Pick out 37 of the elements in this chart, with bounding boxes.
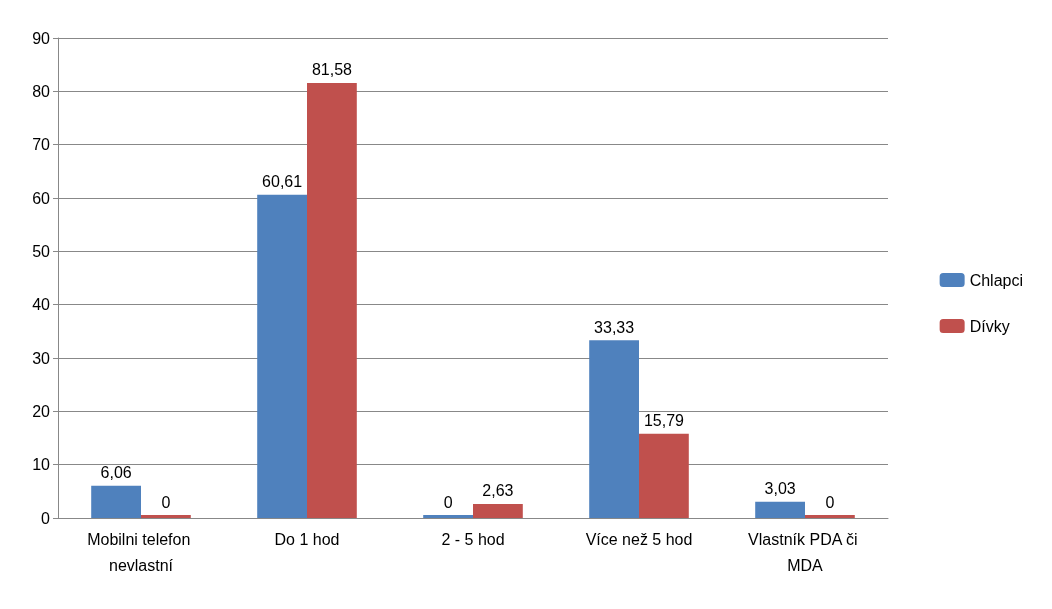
x-tick-label: Více než 5 hod bbox=[585, 530, 693, 548]
bar bbox=[257, 194, 307, 518]
data-label: 81,58 bbox=[311, 61, 353, 79]
data-label: 15,79 bbox=[643, 412, 685, 430]
data-label: 0 bbox=[161, 493, 171, 511]
y-tick-label: 40 bbox=[32, 296, 51, 314]
bar bbox=[473, 503, 523, 518]
bar bbox=[639, 433, 689, 518]
legend-label: Chlapci bbox=[969, 271, 1023, 289]
data-label: 0 bbox=[443, 493, 453, 511]
y-tick-label: 60 bbox=[32, 189, 51, 207]
data-label: 6,06 bbox=[100, 464, 132, 482]
y-tick-label: 80 bbox=[32, 82, 51, 100]
bar bbox=[91, 485, 141, 518]
data-label: 0 bbox=[825, 493, 835, 511]
y-tick-label: 30 bbox=[32, 349, 51, 367]
y-tick-label: 70 bbox=[32, 136, 51, 154]
y-tick-label: 0 bbox=[41, 509, 51, 527]
bar bbox=[307, 82, 357, 518]
legend-label: Dívky bbox=[969, 317, 1010, 335]
x-tick-label: 2 - 5 hod bbox=[441, 530, 505, 548]
y-tick-label: 90 bbox=[32, 29, 51, 47]
data-label: 2,63 bbox=[482, 482, 514, 500]
bar bbox=[755, 501, 805, 518]
bar bbox=[805, 515, 855, 518]
x-tick-label: Vlastník PDA či MDA bbox=[748, 530, 862, 574]
bar bbox=[141, 515, 191, 518]
x-tick-label: Mobilni telefon nevlastní bbox=[87, 530, 195, 574]
data-label: 33,33 bbox=[594, 318, 635, 336]
y-tick-label: 50 bbox=[32, 242, 51, 260]
x-tick-label: Do 1 hod bbox=[274, 530, 340, 548]
y-tick-label: 10 bbox=[32, 456, 51, 474]
data-label: 3,03 bbox=[764, 480, 796, 498]
bar bbox=[589, 340, 639, 518]
data-label: 60,61 bbox=[262, 173, 303, 191]
y-tick-label: 20 bbox=[32, 402, 51, 420]
bar bbox=[423, 515, 473, 518]
